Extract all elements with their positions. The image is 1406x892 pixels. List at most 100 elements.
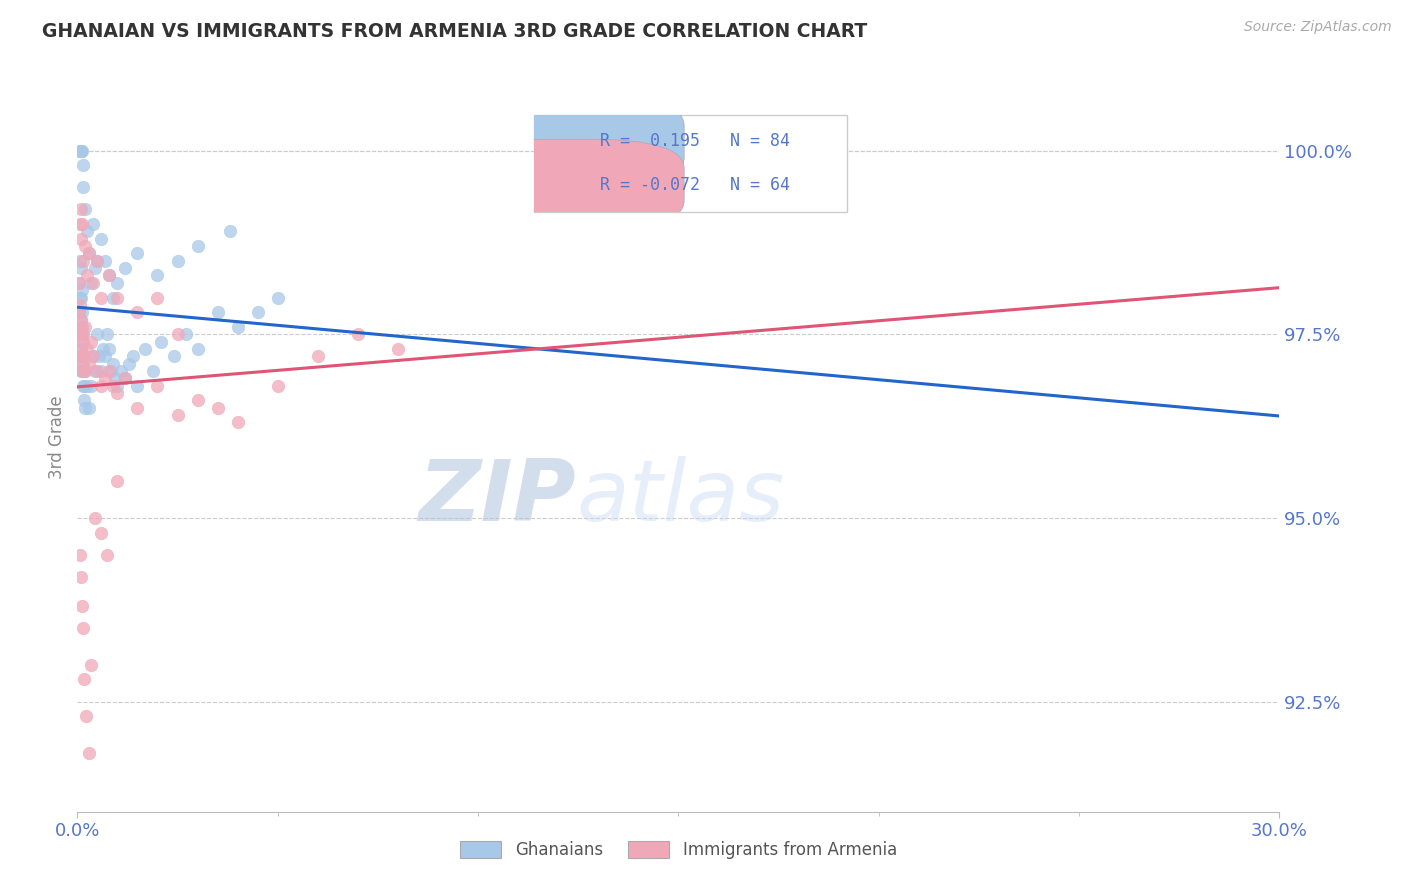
Point [70,319,93,334]
Point [96,327,118,342]
Point [89,349,111,363]
Point [76,224,98,238]
Point [103,378,125,392]
FancyBboxPatch shape [534,115,846,212]
Point [70,364,93,378]
Text: GHANAIAN VS IMMIGRANTS FROM ARMENIA 3RD GRADE CORRELATION CHART: GHANAIAN VS IMMIGRANTS FROM ARMENIA 3RD … [42,22,868,41]
Point [90,291,112,305]
Point [110,364,132,378]
Point [162,349,184,363]
Point [90,378,112,392]
Point [246,305,269,319]
Text: Source: ZipAtlas.com: Source: ZipAtlas.com [1244,20,1392,34]
Point [72,378,94,392]
Point [70,327,93,342]
Point [90,525,112,540]
Point [72,327,94,342]
Point [73,393,96,408]
Point [84,511,107,525]
Point [69,253,91,268]
Point [90,232,112,246]
Point [73,378,96,392]
Point [98,268,121,283]
Point [127,401,149,415]
Point [69,144,91,158]
Point [79,401,101,415]
Point [70,342,93,356]
Point [67,305,90,319]
Point [79,246,101,260]
Point [70,217,93,231]
Point [267,378,290,392]
Point [80,276,103,290]
Point [70,599,93,613]
Point [69,144,91,158]
Point [187,342,209,356]
Point [96,548,118,562]
Point [70,569,93,583]
Point [70,305,93,319]
Point [90,364,112,378]
Point [72,180,94,194]
Point [70,232,93,246]
Point [118,357,141,371]
Point [307,349,329,363]
Point [84,261,107,276]
Point [67,276,90,290]
Point [94,371,117,385]
Point [127,378,149,392]
Point [122,349,145,363]
Point [70,144,93,158]
Point [75,239,97,253]
Point [69,312,91,326]
Point [69,327,91,342]
Point [75,709,97,723]
Point [98,364,121,378]
Point [72,253,94,268]
Point [84,364,107,378]
Point [94,349,117,363]
Legend: Ghanaians, Immigrants from Armenia: Ghanaians, Immigrants from Armenia [451,832,905,867]
Point [107,378,129,392]
Point [70,312,93,326]
Point [69,202,91,217]
Point [69,291,91,305]
Point [70,319,93,334]
Point [70,357,93,371]
Point [226,319,249,334]
Point [70,291,93,305]
FancyBboxPatch shape [453,96,685,187]
Point [146,268,169,283]
Point [70,319,93,334]
Point [134,342,156,356]
Point [70,334,93,349]
Point [104,371,127,385]
FancyBboxPatch shape [453,139,685,230]
Point [80,378,103,392]
Point [76,268,98,283]
Point [69,548,91,562]
Point [73,673,96,687]
Point [146,378,169,392]
Point [70,349,93,363]
Point [127,246,149,260]
Point [187,239,209,253]
Point [347,327,370,342]
Point [150,334,173,349]
Point [79,246,101,260]
Point [100,364,122,378]
Point [103,357,125,371]
Point [93,342,115,356]
Text: R =  0.195   N = 84: R = 0.195 N = 84 [600,132,790,150]
Point [86,327,108,342]
Point [107,386,129,401]
Point [166,327,188,342]
Point [146,291,169,305]
Point [82,276,104,290]
Point [187,393,209,408]
Point [76,342,98,356]
Point [86,253,108,268]
Point [67,305,90,319]
Point [226,416,249,430]
Point [114,261,136,276]
